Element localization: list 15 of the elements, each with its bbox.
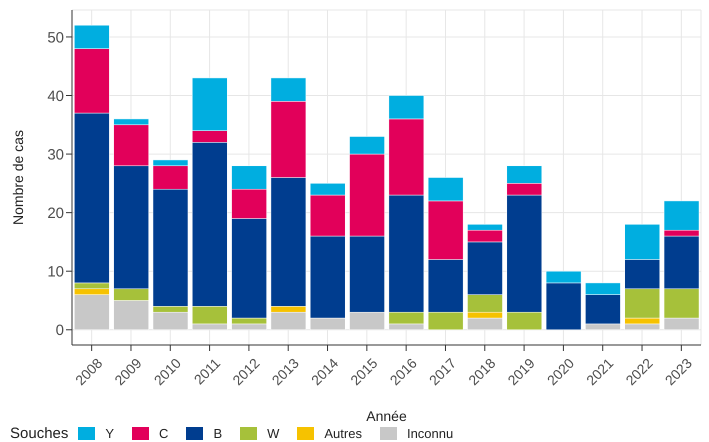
y-tick-label: 50 (47, 29, 64, 46)
x-axis-title: Année (366, 408, 407, 424)
y-tick-label: 40 (47, 88, 64, 105)
legend-label: C (159, 426, 168, 441)
y-tick-label: 0 (56, 322, 64, 340)
legend-label: Inconnu (406, 426, 454, 441)
legend-label: Autres (324, 426, 362, 441)
legend-label: Y (105, 426, 114, 441)
legend-title: Souches (10, 425, 68, 442)
y-tick-label: 10 (47, 264, 64, 281)
y-tick-label: 20 (47, 204, 64, 222)
y-tick-label: 30 (47, 146, 64, 164)
legend-label: B (213, 426, 222, 441)
legend-label: W (267, 426, 280, 441)
y-axis-title: Nombre de cas (10, 130, 26, 225)
